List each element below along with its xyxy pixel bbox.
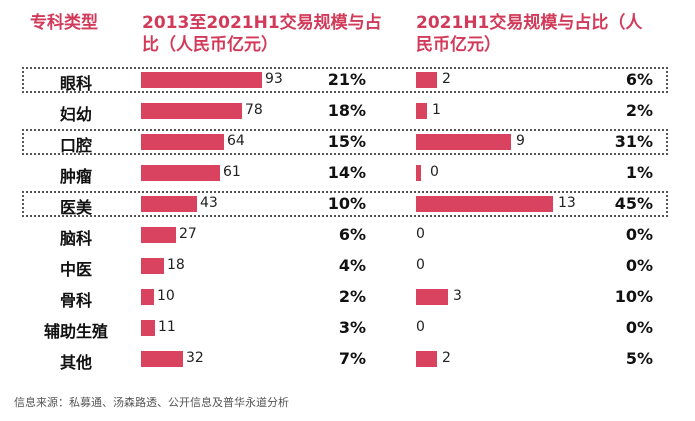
bar-total bbox=[141, 134, 224, 150]
value-label-total: 64 bbox=[227, 133, 245, 149]
bar-2021h1 bbox=[416, 196, 553, 212]
value-label-2021h1: 2 bbox=[442, 350, 451, 366]
highlight-box bbox=[22, 191, 668, 217]
chart-row: 医美 43 10% 13 45% bbox=[0, 189, 695, 219]
chart-row: 肿瘤 61 14% 0 1% bbox=[0, 158, 695, 188]
share-label-2021h1: 45% bbox=[614, 194, 653, 213]
value-label-total: 93 bbox=[265, 71, 283, 87]
chart-row: 口腔 64 15% 9 31% bbox=[0, 127, 695, 157]
chart-row: 妇幼 78 18% 1 2% bbox=[0, 96, 695, 126]
value-label-2021h1: 2 bbox=[442, 71, 451, 87]
share-label-total: 6% bbox=[338, 225, 366, 244]
share-label-2021h1: 6% bbox=[625, 70, 653, 89]
value-label-2021h1: 9 bbox=[516, 133, 525, 149]
share-label-2021h1: 5% bbox=[625, 349, 653, 368]
highlight-box bbox=[22, 129, 668, 155]
category-label: 医美 bbox=[59, 198, 92, 217]
share-label-2021h1: 0% bbox=[625, 318, 653, 337]
source-note: 信息来源：私募通、汤森路透、公开信息及普华永道分析 bbox=[14, 396, 289, 409]
share-label-total: 10% bbox=[327, 194, 366, 213]
share-label-2021h1: 0% bbox=[625, 225, 653, 244]
value-label-2021h1: 0 bbox=[416, 226, 425, 242]
category-label: 中医 bbox=[59, 260, 92, 279]
category-label: 脑科 bbox=[59, 229, 92, 248]
category-label: 其他 bbox=[59, 353, 92, 372]
share-label-total: 21% bbox=[327, 70, 366, 89]
bar-total bbox=[141, 351, 183, 367]
bar-total bbox=[141, 72, 262, 88]
bar-total bbox=[141, 196, 197, 212]
value-label-total: 11 bbox=[158, 319, 176, 335]
bar-total bbox=[141, 289, 154, 305]
share-label-2021h1: 2% bbox=[625, 101, 653, 120]
share-label-total: 15% bbox=[327, 132, 366, 151]
chart-row: 眼科 93 21% 2 6% bbox=[0, 65, 695, 95]
value-label-2021h1: 1 bbox=[432, 102, 441, 118]
value-label-2021h1: 0 bbox=[416, 257, 425, 273]
share-label-total: 2% bbox=[338, 287, 366, 306]
share-label-total: 7% bbox=[338, 349, 366, 368]
bar-2021h1 bbox=[416, 72, 437, 88]
bar-total bbox=[141, 320, 155, 336]
bar-total bbox=[141, 165, 220, 181]
col2-header: 2021H1交易规模与占比（人民币亿元） bbox=[416, 13, 643, 55]
share-label-total: 3% bbox=[338, 318, 366, 337]
share-label-2021h1: 10% bbox=[614, 287, 653, 306]
share-label-2021h1: 1% bbox=[625, 163, 653, 182]
bar-2021h1 bbox=[416, 289, 448, 305]
col1-header: 2013至2021H1交易规模与占比（人民币亿元） bbox=[142, 13, 382, 55]
value-label-total: 32 bbox=[186, 350, 204, 366]
chart-row: 辅助生殖 11 3% 0 0% bbox=[0, 313, 695, 343]
chart-row: 骨科 10 2% 3 10% bbox=[0, 282, 695, 312]
bar-2021h1 bbox=[416, 103, 427, 119]
bar-total bbox=[141, 258, 164, 274]
bar-2021h1 bbox=[416, 134, 511, 150]
bar-total bbox=[141, 227, 176, 243]
category-label: 妇幼 bbox=[59, 105, 92, 124]
bar-2021h1 bbox=[416, 351, 437, 367]
value-label-total: 18 bbox=[167, 257, 185, 273]
bar-total bbox=[141, 103, 242, 119]
value-label-2021h1: 0 bbox=[430, 164, 439, 180]
value-label-2021h1: 0 bbox=[416, 319, 425, 335]
category-label: 骨科 bbox=[59, 291, 92, 310]
category-label: 辅助生殖 bbox=[43, 322, 108, 341]
bar-2021h1 bbox=[416, 165, 421, 181]
value-label-total: 10 bbox=[157, 288, 175, 304]
category-label: 眼科 bbox=[59, 74, 92, 93]
category-header: 专科类型 bbox=[30, 13, 98, 33]
share-label-2021h1: 0% bbox=[625, 256, 653, 275]
value-label-total: 78 bbox=[245, 102, 263, 118]
share-label-total: 14% bbox=[327, 163, 366, 182]
highlight-box bbox=[22, 67, 668, 93]
share-label-2021h1: 31% bbox=[614, 132, 653, 151]
category-label: 肿瘤 bbox=[59, 167, 92, 186]
value-label-total: 61 bbox=[223, 164, 241, 180]
value-label-total: 43 bbox=[200, 195, 218, 211]
chart-row: 脑科 27 6% 0 0% bbox=[0, 220, 695, 250]
value-label-total: 27 bbox=[179, 226, 197, 242]
value-label-2021h1: 13 bbox=[558, 195, 576, 211]
chart-row: 中医 18 4% 0 0% bbox=[0, 251, 695, 281]
value-label-2021h1: 3 bbox=[453, 288, 462, 304]
chart-row: 其他 32 7% 2 5% bbox=[0, 344, 695, 374]
category-label: 口腔 bbox=[59, 136, 92, 155]
share-label-total: 18% bbox=[327, 101, 366, 120]
share-label-total: 4% bbox=[338, 256, 366, 275]
